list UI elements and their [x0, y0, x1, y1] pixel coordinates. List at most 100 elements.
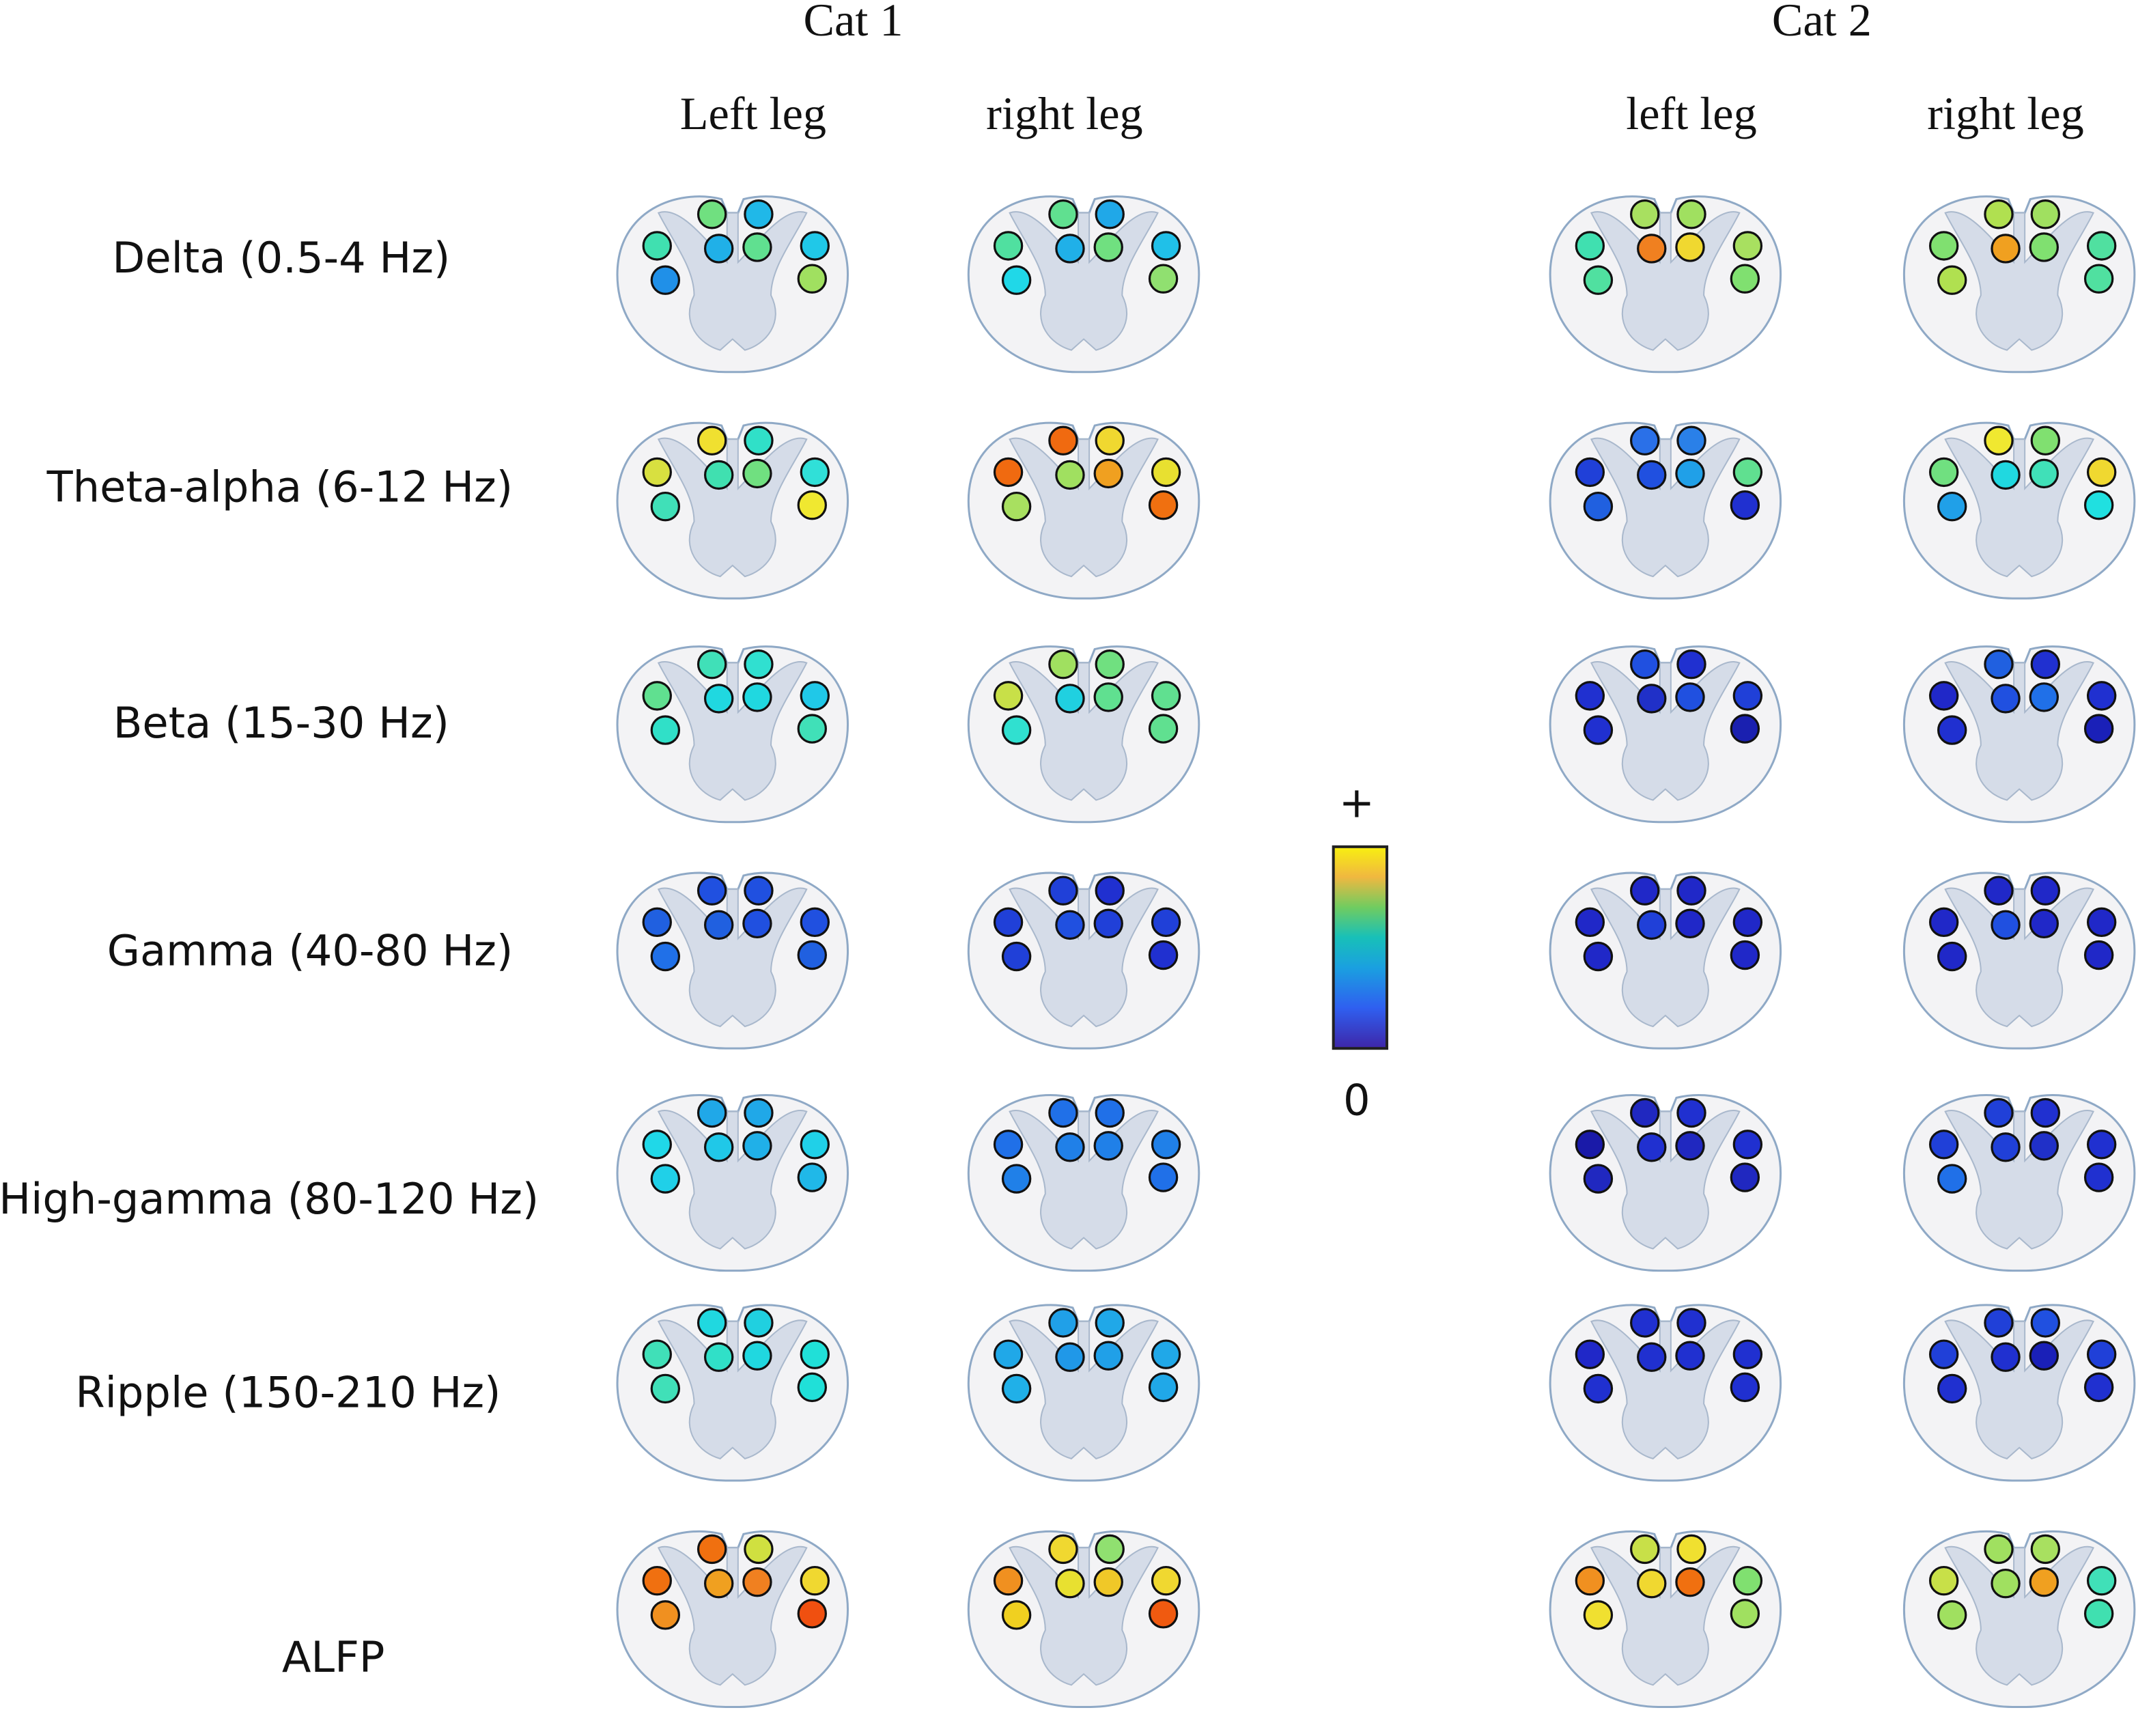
cord-panel — [967, 1530, 1200, 1708]
electrode — [1093, 232, 1123, 262]
electrode — [1048, 199, 1078, 229]
electrode — [2030, 876, 2061, 906]
electrode — [2030, 1308, 2061, 1338]
electrode — [1055, 910, 1085, 940]
electrode — [1676, 1097, 1706, 1128]
cord-panel — [1549, 1094, 1782, 1272]
electrode — [1001, 1600, 1032, 1630]
electrode — [1732, 457, 1763, 488]
electrode — [1928, 907, 1959, 938]
cord-panel — [1902, 1094, 2136, 1272]
electrode — [1732, 1565, 1763, 1596]
electrode — [742, 1567, 772, 1597]
electrode — [703, 910, 734, 940]
electrode — [1575, 681, 1605, 711]
electrode — [1093, 1341, 1123, 1371]
electrode — [2029, 232, 2059, 262]
electrode — [1730, 1162, 1760, 1192]
electrode — [797, 264, 827, 294]
electrode — [742, 908, 772, 939]
row-label: Beta (15-30 Hz) — [113, 698, 449, 748]
electrode — [2029, 908, 2059, 939]
cord-panel — [967, 645, 1200, 824]
column-label: right leg — [986, 87, 1143, 139]
electrode — [744, 1097, 774, 1128]
electrode — [1984, 1097, 2014, 1128]
electrode — [1991, 1132, 2021, 1162]
electrode — [1732, 1339, 1763, 1369]
electrode — [1583, 941, 1614, 972]
electrode — [2086, 1130, 2117, 1160]
electrode — [797, 714, 827, 744]
electrode — [1991, 1568, 2021, 1599]
cord-panel — [1549, 1530, 1782, 1708]
electrode — [1575, 1339, 1605, 1369]
electrode — [1095, 1308, 1125, 1338]
electrode — [2086, 231, 2117, 261]
electrode — [1637, 1342, 1667, 1372]
electrode — [1630, 199, 1660, 229]
electrode — [1001, 715, 1032, 745]
electrode — [1575, 1130, 1605, 1160]
electrode — [1001, 1164, 1032, 1194]
electrode — [1001, 491, 1032, 522]
group-title: Cat 2 — [1772, 0, 1872, 46]
electrode — [703, 460, 734, 490]
electrode — [744, 425, 774, 456]
electrode — [642, 1130, 672, 1160]
electrode — [1928, 1130, 1959, 1160]
electrode — [1732, 907, 1763, 938]
electrode — [1991, 460, 2021, 490]
electrode — [1630, 425, 1660, 456]
electrode — [650, 1164, 681, 1194]
electrode — [1730, 940, 1760, 970]
electrode — [2029, 1341, 2059, 1371]
electrode — [2083, 490, 2114, 520]
electrode — [1055, 1132, 1085, 1162]
column-label: left leg — [1626, 87, 1757, 139]
cord-panel — [1549, 1304, 1782, 1482]
row-label: Delta (0.5-4 Hz) — [112, 233, 450, 283]
electrode — [1148, 940, 1179, 970]
electrode — [797, 490, 827, 520]
electrode — [650, 265, 681, 295]
electrode — [2086, 907, 2117, 938]
electrode — [1676, 1534, 1706, 1565]
electrode — [697, 199, 727, 229]
electrode — [800, 231, 830, 261]
electrode — [1732, 1130, 1763, 1160]
electrode — [697, 1308, 727, 1338]
electrode — [993, 681, 1024, 711]
cord-panel — [967, 1304, 1200, 1482]
cord-panel — [1902, 195, 2136, 374]
electrode — [1583, 1373, 1614, 1404]
electrode — [1984, 876, 2014, 906]
cord-panel — [616, 871, 849, 1050]
electrode — [1048, 1308, 1078, 1338]
electrode — [1630, 649, 1660, 680]
electrode — [1637, 234, 1667, 264]
electrode — [2083, 1372, 2114, 1403]
cord-panel — [1902, 1530, 2136, 1708]
electrode — [697, 1534, 727, 1565]
electrode — [1730, 714, 1760, 744]
electrode — [800, 681, 830, 711]
electrode — [1675, 908, 1705, 939]
electrode — [1675, 1567, 1705, 1597]
electrode — [744, 1534, 774, 1565]
electrode — [1583, 1164, 1614, 1194]
electrode — [1984, 425, 2014, 456]
electrode — [993, 231, 1024, 261]
electrode — [1984, 1534, 2014, 1565]
row-label: Gamma (40-80 Hz) — [107, 926, 513, 976]
cord-panel — [616, 421, 849, 600]
electrode — [797, 1599, 827, 1629]
electrode — [800, 1130, 830, 1160]
cord-panel — [967, 195, 1200, 374]
electrode — [1676, 876, 1706, 906]
electrode — [1095, 199, 1125, 229]
electrode — [797, 1372, 827, 1403]
electrode — [697, 1097, 727, 1128]
electrode — [1730, 490, 1760, 520]
